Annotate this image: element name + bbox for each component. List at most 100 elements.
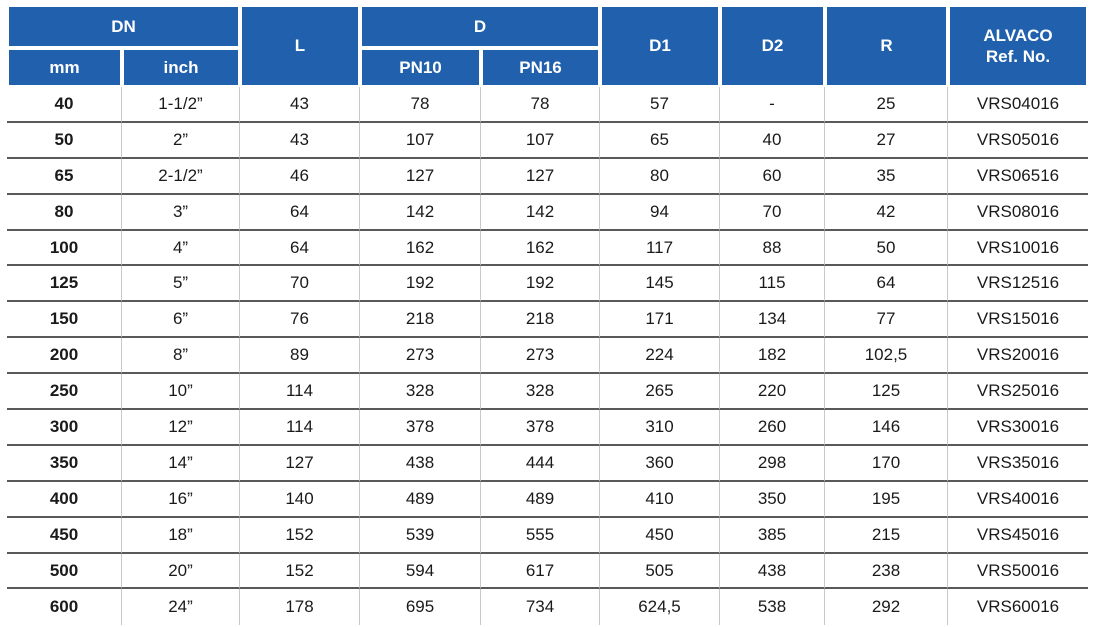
cell-PN16: 328 xyxy=(481,374,600,411)
cell-inch: 14” xyxy=(122,445,240,482)
cell-R: 27 xyxy=(825,122,948,159)
cell-ref-no: VRS10016 xyxy=(948,230,1088,267)
cell-ref-no: VRS50016 xyxy=(948,553,1088,590)
cell-ref-no: VRS05016 xyxy=(948,122,1088,159)
cell-mm: 125 xyxy=(7,266,122,303)
cell-PN16: 444 xyxy=(481,445,600,482)
cell-mm: 450 xyxy=(7,517,122,554)
cell-mm: 200 xyxy=(7,338,122,375)
header-d: D xyxy=(360,5,600,48)
table-row: 100 4” 64 162 162 117 88 50 VRS10016 xyxy=(7,230,1088,267)
cell-ref-no: VRS20016 xyxy=(948,338,1088,375)
cell-mm: 80 xyxy=(7,194,122,231)
cell-ref-no: VRS04016 xyxy=(948,87,1088,123)
cell-D2: 88 xyxy=(720,230,825,267)
cell-PN16: 734 xyxy=(481,589,600,626)
cell-R: 50 xyxy=(825,230,948,267)
cell-PN10: 78 xyxy=(360,87,481,123)
cell-L: 178 xyxy=(240,589,360,626)
cell-R: 146 xyxy=(825,410,948,446)
cell-D2: 385 xyxy=(720,517,825,554)
cell-R: 64 xyxy=(825,266,948,303)
cell-PN10: 539 xyxy=(360,517,481,554)
cell-R: 102,5 xyxy=(825,338,948,375)
cell-PN10: 218 xyxy=(360,302,481,339)
cell-inch: 2-1/2” xyxy=(122,158,240,195)
cell-L: 89 xyxy=(240,338,360,375)
cell-R: 77 xyxy=(825,302,948,339)
cell-inch: 16” xyxy=(122,481,240,518)
cell-L: 70 xyxy=(240,266,360,303)
cell-mm: 600 xyxy=(7,589,122,626)
cell-PN16: 142 xyxy=(481,194,600,231)
cell-PN10: 142 xyxy=(360,194,481,231)
cell-ref-no: VRS06516 xyxy=(948,158,1088,195)
cell-D2: 298 xyxy=(720,445,825,482)
table-row: 125 5” 70 192 192 145 115 64 VRS12516 xyxy=(7,266,1088,303)
cell-PN10: 107 xyxy=(360,122,481,159)
cell-inch: 18” xyxy=(122,517,240,554)
table-row: 65 2-1/2” 46 127 127 80 60 35 VRS06516 xyxy=(7,158,1088,195)
cell-mm: 350 xyxy=(7,445,122,482)
cell-D1: 57 xyxy=(600,87,720,123)
cell-ref-no: VRS08016 xyxy=(948,194,1088,231)
cell-inch: 2” xyxy=(122,122,240,159)
table-header: DN L D D1 D2 R ALVACO Ref. No. mm inch P… xyxy=(7,5,1088,87)
cell-D2: 220 xyxy=(720,374,825,411)
cell-mm: 40 xyxy=(7,87,122,123)
cell-ref-no: VRS12516 xyxy=(948,266,1088,303)
cell-ref-no: VRS25016 xyxy=(948,374,1088,411)
cell-L: 114 xyxy=(240,410,360,446)
cell-D2: 70 xyxy=(720,194,825,231)
cell-PN10: 438 xyxy=(360,445,481,482)
cell-PN16: 617 xyxy=(481,553,600,590)
dimension-table: DN L D D1 D2 R ALVACO Ref. No. mm inch P… xyxy=(7,5,1088,626)
cell-ref-no: VRS35016 xyxy=(948,445,1088,482)
cell-mm: 300 xyxy=(7,410,122,446)
cell-R: 25 xyxy=(825,87,948,123)
cell-D2: 182 xyxy=(720,338,825,375)
cell-D2: 260 xyxy=(720,410,825,446)
cell-D1: 145 xyxy=(600,266,720,303)
table-row: 40 1-1/2” 43 78 78 57-25 VRS04016 xyxy=(7,87,1088,123)
cell-inch: 3” xyxy=(122,194,240,231)
table-row: 150 6” 76 218 218 171 134 77 VRS15016 xyxy=(7,302,1088,339)
cell-mm: 100 xyxy=(7,230,122,267)
cell-PN16: 162 xyxy=(481,230,600,267)
cell-mm: 500 xyxy=(7,553,122,590)
cell-PN16: 273 xyxy=(481,338,600,375)
cell-ref-no: VRS15016 xyxy=(948,302,1088,339)
cell-ref-no: VRS30016 xyxy=(948,410,1088,446)
cell-D1: 505 xyxy=(600,553,720,590)
cell-D2: - xyxy=(720,87,825,123)
cell-L: 43 xyxy=(240,122,360,159)
cell-D1: 224 xyxy=(600,338,720,375)
cell-PN10: 489 xyxy=(360,481,481,518)
cell-inch: 8” xyxy=(122,338,240,375)
table-row: 250 10” 114 328 328 265 220 125 VRS25016 xyxy=(7,374,1088,411)
table-row: 50 2” 43 107 107 65 40 27 VRS05016 xyxy=(7,122,1088,159)
cell-D1: 65 xyxy=(600,122,720,159)
cell-PN16: 107 xyxy=(481,122,600,159)
header-mm: mm xyxy=(7,48,122,87)
cell-inch: 12” xyxy=(122,410,240,446)
cell-PN16: 489 xyxy=(481,481,600,518)
cell-ref-no: VRS60016 xyxy=(948,589,1088,626)
cell-PN16: 218 xyxy=(481,302,600,339)
cell-mm: 150 xyxy=(7,302,122,339)
cell-inch: 20” xyxy=(122,553,240,590)
cell-D1: 94 xyxy=(600,194,720,231)
header-d2: D2 xyxy=(720,5,825,87)
header-dn: DN xyxy=(7,5,240,48)
cell-L: 127 xyxy=(240,445,360,482)
cell-L: 46 xyxy=(240,158,360,195)
cell-L: 152 xyxy=(240,553,360,590)
cell-D1: 410 xyxy=(600,481,720,518)
cell-R: 42 xyxy=(825,194,948,231)
cell-PN10: 162 xyxy=(360,230,481,267)
cell-PN16: 78 xyxy=(481,87,600,123)
cell-PN16: 555 xyxy=(481,517,600,554)
cell-R: 292 xyxy=(825,589,948,626)
cell-inch: 24” xyxy=(122,589,240,626)
cell-D1: 450 xyxy=(600,517,720,554)
